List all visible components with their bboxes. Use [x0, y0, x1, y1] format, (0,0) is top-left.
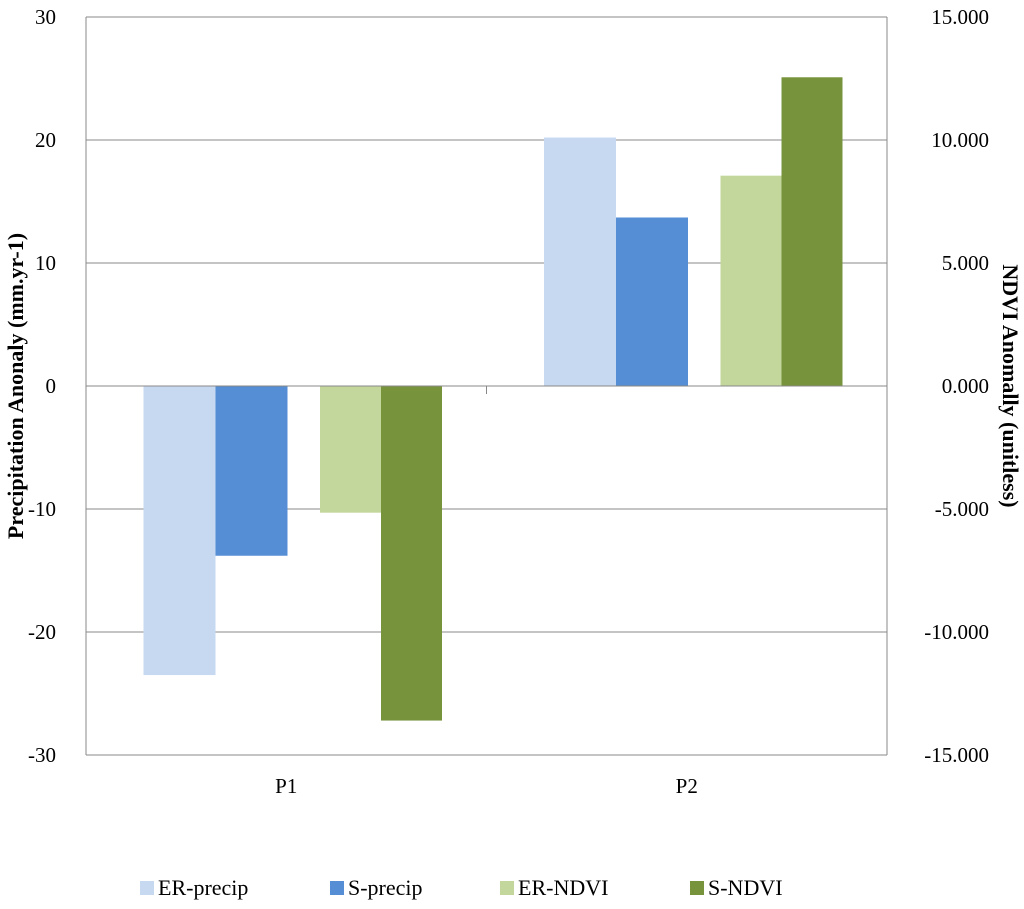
- legend-label-s-precip: S-precip: [348, 875, 423, 900]
- legend-swatch-er-precip: [140, 881, 154, 895]
- category-label: P1: [275, 774, 297, 798]
- category-axis-labels: P1 P2: [275, 774, 698, 798]
- legend-label-s-ndvi: S-NDVI: [708, 875, 783, 900]
- legend-swatch-s-ndvi: [690, 881, 704, 895]
- bar-er-precip-p1: [143, 386, 216, 676]
- bar-er-precip-p2: [544, 137, 616, 386]
- left-axis-tick-labels: 30 20 10 0 -10 -20 -30: [28, 5, 56, 767]
- left-tick-label: -30: [28, 743, 56, 767]
- left-tick-label: 20: [35, 128, 56, 152]
- legend-label-er-ndvi: ER-NDVI: [518, 875, 608, 900]
- left-tick-label: 10: [35, 251, 56, 275]
- bar-s-ndvi-p1: [381, 386, 442, 721]
- right-tick-label: -5.000: [935, 497, 989, 521]
- bar-er-ndvi-p2: [720, 175, 782, 386]
- legend-swatch-s-precip: [330, 881, 344, 895]
- category-label: P2: [676, 774, 698, 798]
- right-axis-tick-labels: 15.000 10.000 5.000 0.000 -5.000 -10.000 -15.0…: [924, 5, 989, 767]
- left-tick-label: 0: [46, 374, 57, 398]
- bar-s-ndvi-p2: [781, 77, 843, 387]
- right-axis-title: NDVI Anomally (unitless): [998, 264, 1023, 507]
- left-axis-title: Precipitation Anonaly (mm.yr-1): [3, 233, 28, 539]
- left-tick-label: -10: [28, 497, 56, 521]
- bar-s-precip-p2: [616, 217, 688, 386]
- left-tick-label: 30: [35, 5, 56, 29]
- right-tick-label: 15.000: [931, 5, 989, 29]
- legend: ER-precip S-precip ER-NDVI S-NDVI: [140, 875, 783, 900]
- legend-swatch-er-ndvi: [500, 881, 514, 895]
- right-tick-label: -15.000: [924, 743, 989, 767]
- bar-s-precip-p1: [215, 386, 288, 556]
- bars: [143, 77, 843, 721]
- left-tick-label: -20: [28, 620, 56, 644]
- legend-label-er-precip: ER-precip: [158, 875, 248, 900]
- right-tick-label: 10.000: [931, 128, 989, 152]
- bar-er-ndvi-p1: [320, 386, 381, 513]
- right-tick-label: -10.000: [924, 620, 989, 644]
- axes: [85, 17, 888, 755]
- right-tick-label: 0.000: [942, 374, 989, 398]
- right-tick-label: 5.000: [942, 251, 989, 275]
